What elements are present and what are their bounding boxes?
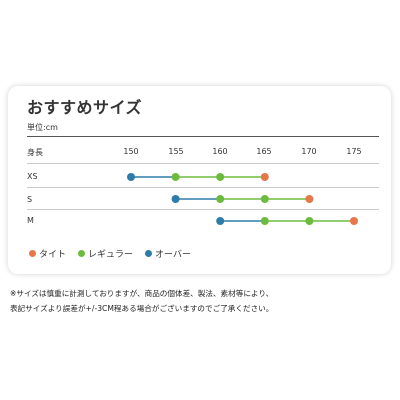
chart-title: おすすめサイズ — [27, 98, 143, 117]
size-dot-m-165 — [260, 217, 269, 225]
row-divider-s — [27, 209, 379, 210]
size-dot-m-170 — [305, 217, 314, 225]
size-dot-m-160 — [216, 217, 225, 225]
row-divider-xs — [27, 187, 379, 188]
size-dot-xs-165 — [260, 173, 269, 181]
size-range-plot — [127, 173, 358, 225]
tick-150: 150 — [123, 147, 139, 156]
size-dot-xs-150 — [127, 173, 135, 181]
legend-label-over: オーバー — [155, 250, 191, 260]
legend-label-tight: タイト — [39, 250, 67, 260]
row-label-m: M — [27, 216, 34, 225]
size-dot-s-165 — [260, 195, 269, 203]
height-header-label: 身長 — [27, 148, 43, 157]
size-dot-xs-160 — [216, 173, 225, 181]
header-bottom-divider — [27, 163, 379, 164]
row-label-s: S — [27, 195, 33, 204]
tick-170: 170 — [301, 147, 317, 156]
size-dot-s-160 — [216, 195, 225, 203]
note-line-2: 表記サイズより誤差が+/-3CM程ある場合がございますのでご了承ください。 — [10, 304, 274, 313]
legend-item-over: オーバー — [145, 247, 191, 260]
header-top-divider — [27, 136, 379, 137]
size-dot-xs-155 — [171, 173, 180, 181]
note-line-1: ※サイズは慎重に計測しておりますが、商品の個体差、製法、素材等により、 — [10, 289, 274, 298]
size-dot-s-170 — [305, 195, 314, 203]
legend-dot-regular — [78, 250, 86, 257]
tick-160: 160 — [212, 147, 228, 156]
size-chart-card: おすすめサイズ 単位:cm 身長 150 155 160 165 170 175… — [8, 86, 391, 274]
row-label-xs: XS — [27, 172, 38, 181]
size-dot-m-175 — [350, 217, 358, 225]
unit-label: 単位:cm — [27, 123, 58, 132]
legend-dot-tight — [29, 250, 36, 257]
legend-dot-over — [145, 250, 153, 257]
legend-label-regular: レギュラー — [88, 250, 134, 260]
tick-165: 165 — [256, 147, 272, 156]
tick-155: 155 — [168, 147, 184, 156]
legend-item-regular: レギュラー — [78, 247, 133, 260]
legend: タイト レギュラー オーバー — [29, 247, 203, 260]
tick-175: 175 — [346, 147, 362, 156]
legend-item-tight: タイト — [29, 247, 66, 260]
size-dot-s-155 — [171, 195, 180, 203]
size-disclaimer-note: ※サイズは慎重に計測しておりますが、商品の個体差、製法、素材等により、 表記サイ… — [10, 286, 392, 316]
